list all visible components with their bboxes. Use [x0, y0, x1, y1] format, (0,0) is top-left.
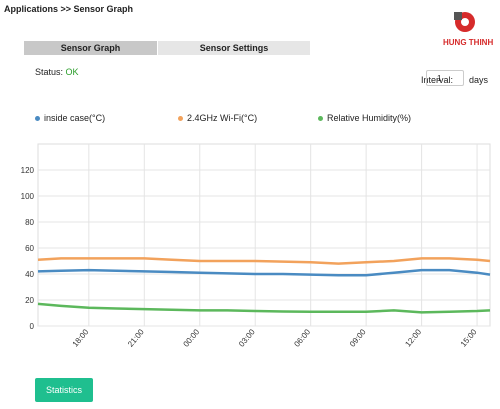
y-tick-label: 100: [21, 192, 35, 201]
logo-text: HUNG THINH: [443, 38, 494, 47]
legend-item: Relative Humidity(%): [318, 113, 411, 123]
tab[interactable]: Sensor Settings: [158, 41, 310, 55]
y-tick-label: 120: [21, 166, 35, 175]
status-label: Status:: [35, 67, 64, 77]
x-tick-label: 15:00: [459, 327, 479, 349]
line: [37, 268, 491, 277]
y-tick-label: 0: [30, 322, 35, 331]
y-tick-label: 20: [25, 296, 34, 305]
breadcrumb: Applications >> Sensor Graph: [4, 4, 134, 14]
chart: 0 20 40 60 80 100 120 18:00 21:00 00:00 03:00 06:00…: [21, 143, 491, 349]
interval-unit: days: [469, 75, 489, 85]
legend-item: 2.4GHz Wi-Fi(°C): [178, 113, 257, 123]
logo-icon: [454, 12, 475, 32]
line: [37, 302, 491, 314]
tab[interactable]: Sensor Graph: [24, 41, 157, 55]
x-tick-label: 06:00: [292, 327, 312, 349]
x-tick-label: 00:00: [182, 327, 202, 349]
y-tick-label: 80: [25, 218, 34, 227]
legend-label: Relative Humidity(%): [327, 113, 412, 123]
x-tick-label: 18:00: [71, 327, 91, 349]
line: [37, 257, 491, 265]
legend-dot: [178, 116, 183, 122]
x-tick-label: 21:00: [126, 327, 146, 349]
legend-dot: [35, 116, 40, 122]
status-value: OK: [65, 67, 79, 77]
interval-select[interactable]: 1: [426, 70, 464, 86]
x-tick-label: 03:00: [237, 327, 257, 349]
legend-item: inside case(°C): [35, 113, 105, 123]
y-tick-label: 60: [25, 244, 34, 253]
x-tick-label: 09:00: [348, 327, 368, 349]
legend-label: 2.4GHz Wi-Fi(°C): [187, 113, 258, 123]
interval-label: Interval:: [421, 75, 454, 85]
legend-label: inside case(°C): [44, 113, 106, 123]
statistics-button[interactable]: Statistics: [35, 378, 93, 402]
plot-frame: [37, 143, 491, 327]
status: Status: OK: [35, 67, 79, 77]
y-tick-label: 40: [25, 270, 34, 279]
x-tick-label: 12:00: [403, 327, 423, 349]
legend-dot: [318, 116, 323, 122]
